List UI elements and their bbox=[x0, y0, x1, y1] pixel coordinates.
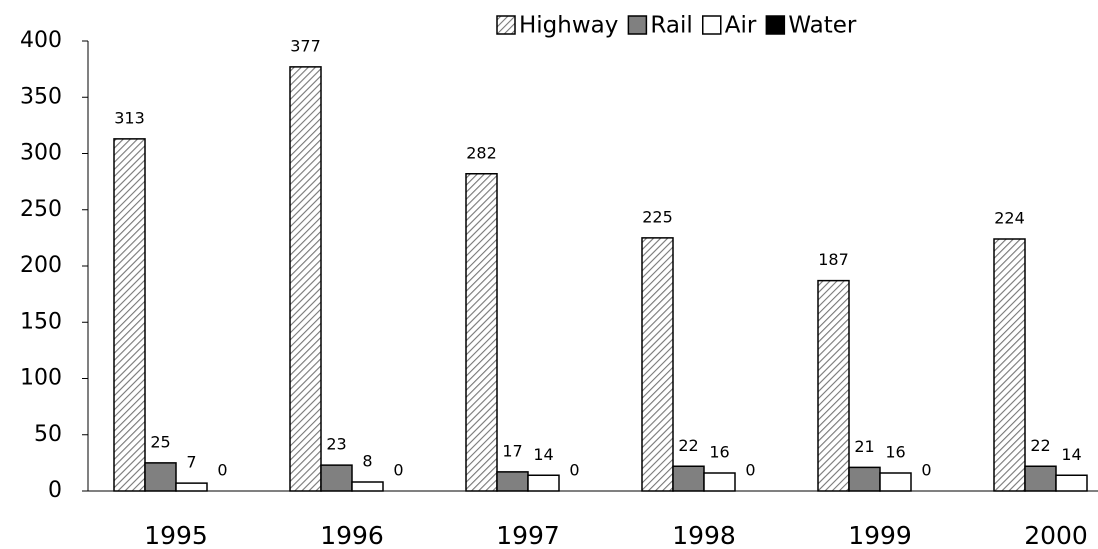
bar bbox=[289, 66, 322, 492]
value-label: 22 bbox=[1030, 436, 1050, 455]
legend-swatch bbox=[496, 15, 516, 35]
bar bbox=[320, 464, 353, 492]
value-label: 282 bbox=[466, 143, 497, 162]
x-tick-label: 1998 bbox=[672, 521, 736, 549]
value-label: 22 bbox=[678, 436, 698, 455]
value-label: 23 bbox=[326, 435, 346, 454]
x-tick-label: 1995 bbox=[144, 521, 208, 549]
value-label: 0 bbox=[569, 461, 579, 480]
x-tick-label: 2000 bbox=[1024, 521, 1088, 549]
y-tick-label: 350 bbox=[20, 84, 62, 109]
bar bbox=[465, 173, 498, 492]
value-label: 25 bbox=[150, 432, 170, 451]
legend-label: Highway bbox=[519, 13, 618, 39]
y-tick-label: 400 bbox=[20, 28, 62, 53]
y-tick-label: 250 bbox=[20, 197, 62, 222]
legend-swatch bbox=[627, 15, 648, 35]
value-label: 225 bbox=[642, 207, 673, 226]
bar bbox=[672, 465, 705, 492]
bar bbox=[175, 482, 208, 492]
bar bbox=[351, 481, 384, 492]
value-label: 14 bbox=[1061, 445, 1081, 464]
legend-swatch bbox=[765, 15, 786, 35]
value-label: 377 bbox=[290, 36, 321, 55]
bar bbox=[817, 279, 850, 492]
bar bbox=[1024, 465, 1057, 492]
bar bbox=[496, 471, 529, 492]
bar bbox=[848, 466, 881, 492]
value-label: 0 bbox=[217, 461, 227, 480]
y-tick-label: 50 bbox=[34, 422, 62, 447]
value-label: 16 bbox=[709, 443, 729, 462]
value-label: 313 bbox=[114, 108, 145, 127]
y-tick-label: 0 bbox=[48, 478, 62, 503]
legend-label: Water bbox=[788, 13, 857, 39]
value-label: 0 bbox=[921, 461, 931, 480]
value-label: 14 bbox=[533, 445, 553, 464]
y-tick-label: 150 bbox=[20, 309, 62, 334]
bar bbox=[993, 238, 1026, 492]
value-label: 0 bbox=[393, 461, 403, 480]
value-label: 21 bbox=[854, 437, 874, 456]
value-label: 17 bbox=[502, 441, 522, 460]
x-tick-label: 1996 bbox=[320, 521, 384, 549]
bar bbox=[144, 462, 177, 492]
x-tick-label: 1999 bbox=[848, 521, 912, 549]
value-label: 7 bbox=[186, 453, 196, 472]
bar bbox=[527, 474, 560, 492]
x-tick-label: 1997 bbox=[496, 521, 560, 549]
value-label: 224 bbox=[994, 209, 1025, 228]
bar bbox=[113, 138, 146, 492]
y-tick-label: 100 bbox=[20, 366, 62, 391]
value-label: 187 bbox=[818, 250, 849, 269]
bar bbox=[641, 237, 674, 492]
bar bbox=[1055, 474, 1088, 492]
legend-label: Air bbox=[725, 13, 757, 39]
bar bbox=[879, 472, 912, 492]
bar bbox=[703, 472, 736, 492]
legend-label: Rail bbox=[650, 13, 692, 39]
value-label: 8 bbox=[362, 452, 372, 471]
y-tick-label: 300 bbox=[20, 141, 62, 166]
y-tick-label: 200 bbox=[20, 253, 62, 278]
legend-swatch bbox=[702, 15, 722, 35]
value-label: 0 bbox=[745, 461, 755, 480]
value-label: 16 bbox=[885, 443, 905, 462]
